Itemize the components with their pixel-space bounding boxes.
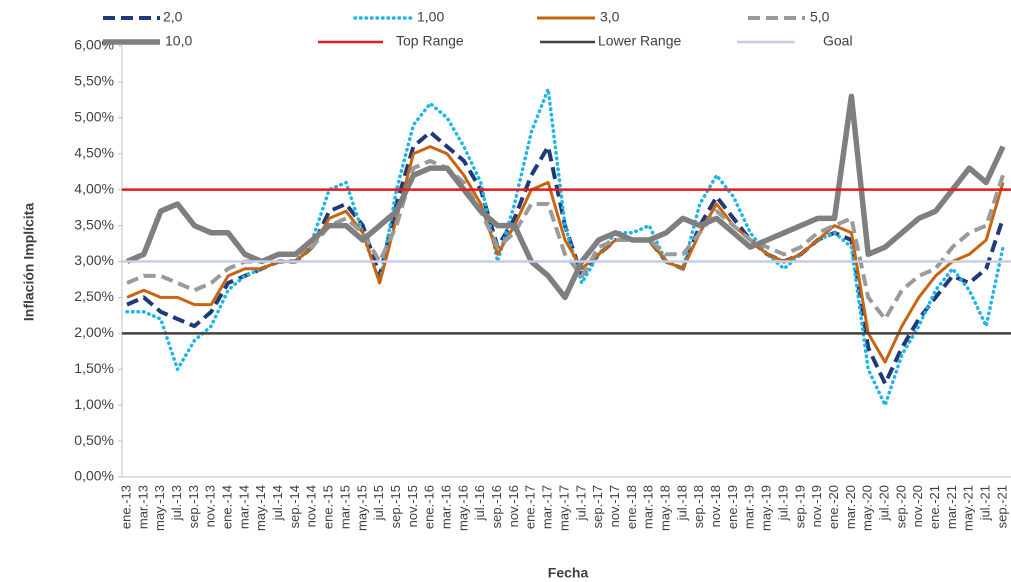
x-tick-label: ene.-13 [118, 485, 133, 529]
legend-label: Top Range [396, 33, 464, 49]
x-tick-label: nov.-17 [607, 485, 622, 527]
x-tick-label: may.-15 [354, 485, 369, 531]
x-axis-title: Fecha [548, 565, 589, 581]
x-tick-label: may.-21 [961, 485, 976, 531]
x-tick-label: nov.-13 [203, 485, 218, 527]
x-tick-label: mar.-21 [944, 485, 959, 529]
y-tick-label: 2,50% [74, 288, 114, 304]
x-tick-label: ene.-20 [826, 485, 841, 529]
y-tick-label: 4,00% [74, 180, 114, 196]
x-tick-label: nov.-19 [809, 485, 824, 527]
x-tick-label: may.-19 [759, 485, 774, 531]
legend-label: 5,0 [810, 9, 830, 25]
x-tick-label: may.-18 [658, 485, 673, 531]
x-tick-label: ene.-15 [321, 485, 336, 529]
x-tick-label: mar.-19 [742, 485, 757, 529]
x-tick-label: jul.-13 [169, 485, 184, 521]
y-tick-label: 0,50% [74, 432, 114, 448]
x-tick-label: jul.-15 [371, 485, 386, 521]
y-axis-title: Inflación Implícita [21, 203, 37, 321]
x-tick-label: may.-20 [860, 485, 875, 531]
x-tick-label: nov.-20 [910, 485, 925, 527]
x-tick-label: may.-16 [455, 485, 470, 531]
x-tick-label: nov.-14 [304, 485, 319, 527]
x-tick-label: mar.-13 [135, 485, 150, 529]
y-tick-label: 5,50% [74, 73, 114, 89]
x-tick-label: nov.-16 [506, 485, 521, 527]
x-tick-label: ene.-21 [927, 485, 942, 529]
x-tick-label: sep.-17 [590, 485, 605, 528]
legend-label: 1,00 [417, 9, 444, 25]
x-tick-label: nov.-18 [708, 485, 723, 527]
legend-label: Goal [823, 33, 853, 49]
x-tick-label: ene.-18 [624, 485, 639, 529]
x-tick-label: may.-17 [556, 485, 571, 531]
x-tick-label: ene.-16 [422, 485, 437, 529]
y-tick-label: 1,50% [74, 360, 114, 376]
x-tick-label: sep.-13 [186, 485, 201, 528]
y-tick-label: 0,00% [74, 468, 114, 484]
legend-label: 2,0 [163, 9, 183, 25]
x-tick-label: jul.-21 [978, 485, 993, 521]
x-tick-label: jul.-14 [270, 485, 285, 521]
y-tick-label: 5,00% [74, 109, 114, 125]
x-tick-label: mar.-18 [641, 485, 656, 529]
x-tick-label: jul.-18 [674, 485, 689, 521]
y-tick-label: 1,00% [74, 396, 114, 412]
x-tick-label: ene.-17 [523, 485, 538, 529]
series-line [125, 93, 1006, 301]
x-tick-label: mar.-17 [540, 485, 555, 529]
x-tick-label: may.-13 [152, 485, 167, 531]
x-tick-label: sep.-20 [893, 485, 908, 528]
x-tick-label: jul.-19 [775, 485, 790, 521]
x-tick-label: may.-14 [253, 485, 268, 531]
x-tick-label: sep.-18 [691, 485, 706, 528]
x-tick-label: ene.-14 [220, 485, 235, 529]
x-tick-label: jul.-17 [573, 485, 588, 521]
series-line [126, 145, 1005, 364]
y-tick-label: 4,50% [74, 144, 114, 160]
x-tick-label: jul.-16 [472, 485, 487, 521]
x-tick-label: nov.-15 [405, 485, 420, 527]
x-tick-label: mar.-14 [236, 485, 251, 529]
x-tick-label: ene.-19 [725, 485, 740, 529]
x-tick-label: sep.-14 [287, 485, 302, 528]
legend-label: 10,0 [165, 33, 192, 49]
series-line [126, 158, 1005, 321]
x-tick-label: mar.-16 [439, 485, 454, 529]
legend-label: 3,0 [600, 9, 620, 25]
x-tick-label: mar.-20 [843, 485, 858, 529]
x-tick-label: sep.-21 [994, 485, 1009, 528]
x-tick-label: mar.-15 [337, 485, 352, 529]
x-tick-label: sep.-16 [489, 485, 504, 528]
y-tick-label: 3,50% [74, 216, 114, 232]
legend-label: Lower Range [598, 33, 681, 49]
x-tick-label: sep.-19 [792, 485, 807, 528]
y-tick-label: 3,00% [74, 252, 114, 268]
x-tick-label: sep.-15 [388, 485, 403, 528]
y-tick-label: 2,00% [74, 324, 114, 340]
x-tick-label: jul.-20 [877, 485, 892, 521]
